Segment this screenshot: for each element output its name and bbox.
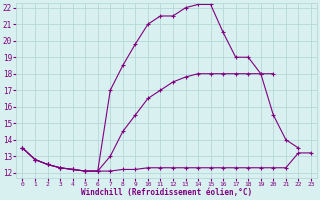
X-axis label: Windchill (Refroidissement éolien,°C): Windchill (Refroidissement éolien,°C) — [81, 188, 252, 197]
